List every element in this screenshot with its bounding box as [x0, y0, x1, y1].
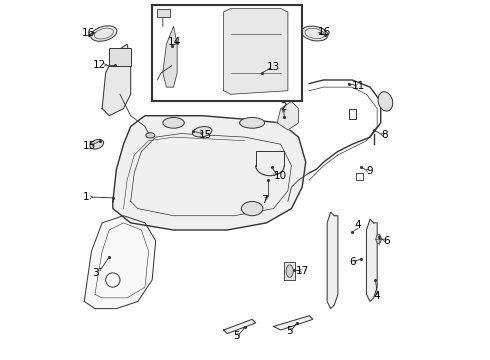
Text: 5: 5: [286, 326, 293, 336]
Polygon shape: [284, 262, 295, 280]
Ellipse shape: [106, 273, 120, 287]
Bar: [109, 48, 131, 66]
Text: 5: 5: [233, 331, 240, 341]
Text: 3: 3: [93, 268, 99, 278]
Text: 1: 1: [83, 192, 89, 202]
Bar: [152, 5, 302, 102]
Text: 6: 6: [349, 257, 355, 267]
Text: 16: 16: [82, 28, 95, 38]
Text: 9: 9: [366, 166, 372, 176]
Ellipse shape: [91, 26, 117, 41]
Text: 7: 7: [261, 195, 268, 204]
Polygon shape: [327, 212, 338, 309]
Polygon shape: [84, 216, 156, 309]
Ellipse shape: [152, 80, 159, 84]
Ellipse shape: [240, 117, 265, 128]
Text: 14: 14: [168, 37, 181, 48]
Polygon shape: [367, 219, 377, 301]
Text: 17: 17: [295, 266, 309, 276]
Text: 11: 11: [352, 81, 365, 91]
Polygon shape: [163, 26, 177, 87]
Text: 10: 10: [273, 171, 287, 181]
Text: 16: 16: [318, 27, 331, 37]
Polygon shape: [113, 116, 306, 230]
Ellipse shape: [378, 92, 393, 111]
Text: 15: 15: [83, 141, 96, 151]
Bar: [157, 9, 170, 18]
Ellipse shape: [376, 234, 381, 243]
Ellipse shape: [301, 26, 328, 41]
Ellipse shape: [193, 127, 212, 137]
Text: 4: 4: [374, 291, 380, 301]
Polygon shape: [223, 319, 256, 334]
Ellipse shape: [146, 133, 155, 138]
Text: 6: 6: [383, 236, 390, 246]
Polygon shape: [277, 102, 298, 130]
Ellipse shape: [90, 139, 104, 149]
Ellipse shape: [245, 42, 267, 60]
Text: 13: 13: [267, 62, 280, 72]
Text: 15: 15: [198, 130, 212, 140]
Text: 8: 8: [381, 130, 388, 140]
Text: 4: 4: [355, 220, 362, 230]
Polygon shape: [223, 9, 288, 94]
Ellipse shape: [163, 117, 184, 128]
Text: 12: 12: [93, 60, 106, 70]
Ellipse shape: [286, 265, 293, 277]
Ellipse shape: [242, 202, 263, 216]
Polygon shape: [273, 316, 313, 330]
Text: 2: 2: [280, 102, 287, 112]
Polygon shape: [102, 44, 131, 116]
